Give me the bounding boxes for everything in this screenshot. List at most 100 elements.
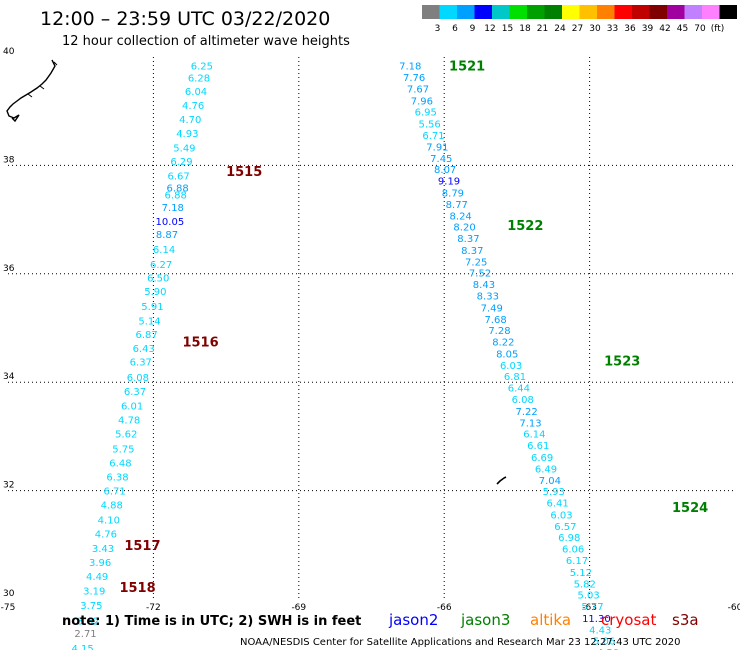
scale-label: 42	[659, 24, 670, 34]
wave-height-label: 6.50	[147, 274, 169, 285]
scale-swatch	[562, 5, 580, 19]
wave-height-label: 6.01	[121, 402, 143, 413]
y-tick-label: 36	[3, 264, 15, 274]
scale-label: 15	[502, 24, 513, 34]
scale-label: 33	[607, 24, 618, 34]
footer-credit: NOAA/NESDIS Center for Satellite Applica…	[240, 637, 681, 648]
wave-height-label: 6.08	[512, 395, 534, 406]
wave-height-label: 8.33	[477, 291, 499, 302]
x-tick-label: -72	[146, 603, 161, 613]
wave-height-label: 4.49	[86, 572, 108, 583]
scale-swatch	[667, 5, 685, 19]
wave-height-label: 6.88	[165, 191, 187, 202]
wave-height-label: 4.88	[101, 501, 123, 512]
coastline-shape	[27, 61, 58, 98]
x-tick-label: -75	[1, 603, 16, 613]
x-tick-label: -66	[437, 603, 452, 613]
wave-height-label: 6.14	[523, 430, 545, 441]
y-tick-label: 38	[3, 155, 15, 165]
wave-height-label: 3.43	[92, 544, 114, 555]
wave-height-label: 6.17	[566, 556, 588, 567]
scale-label: 6	[452, 24, 458, 34]
scale-label: 70	[694, 24, 706, 34]
wave-height-label: 6.44	[508, 384, 530, 395]
wave-height-label: 8.77	[446, 200, 468, 211]
wave-height-label: 5.93	[543, 487, 565, 498]
satellite-legend-entry: jason2	[388, 611, 438, 629]
coastline-shape	[6, 59, 56, 123]
wave-height-label: 6.61	[527, 441, 549, 452]
wave-height-label: 6.25	[191, 62, 213, 73]
wave-height-label: 5.12	[570, 568, 592, 579]
wave-height-label: 6.57	[554, 522, 576, 533]
bermuda-island-shape	[496, 476, 507, 485]
wave-height-label: 8.37	[457, 234, 479, 245]
scale-label: 30	[589, 24, 601, 34]
scale-swatch	[492, 5, 510, 19]
scale-swatch	[527, 5, 545, 19]
wave-height-label: 3.75	[80, 601, 102, 612]
scale-swatch	[544, 5, 562, 19]
wave-height-label: 5.75	[112, 444, 134, 455]
wave-height-label: 4.76	[182, 101, 204, 112]
scale-swatch	[579, 5, 597, 19]
pass-number-label: 1523	[604, 355, 640, 370]
wave-height-label: 3.96	[89, 558, 111, 569]
wave-height-label: 8.87	[156, 230, 178, 241]
wave-height-label: 7.22	[515, 407, 537, 418]
wave-height-label: 5.49	[173, 144, 195, 155]
wave-height-label: 7.67	[407, 84, 429, 95]
scale-label: 27	[572, 24, 583, 34]
wave-height-label: 4.10	[98, 515, 120, 526]
scale-swatch	[649, 5, 667, 19]
scale-swatch	[684, 5, 702, 19]
wave-height-label: 6.71	[103, 487, 125, 498]
wave-height-label: 5.14	[138, 316, 160, 327]
wave-height-label: 5.62	[115, 430, 137, 441]
wave-height-label: 6.38	[106, 473, 128, 484]
wave-height-label: 7.52	[469, 269, 491, 280]
wave-height-color-scale: 3 6 9 12 15 18 21 24 27 30 33 36 39 42 45 70 (ft)	[422, 5, 737, 34]
pass-number-label: 1517	[124, 539, 160, 554]
x-tick-label: -63	[582, 603, 597, 613]
wave-height-label: 7.96	[411, 96, 433, 107]
scale-swatch	[509, 5, 527, 19]
wave-height-label: 7.25	[465, 257, 487, 268]
wave-height-label: 7.76	[403, 73, 425, 84]
wave-height-label: 7.49	[481, 303, 503, 314]
wave-height-label: 6.27	[150, 260, 172, 271]
wave-height-label: 4.70	[179, 115, 201, 126]
wave-height-label: 6.43	[133, 344, 155, 355]
wave-height-label: 7.68	[484, 315, 506, 326]
wave-height-label: 7.04	[539, 476, 561, 487]
wave-height-label: 6.08	[127, 373, 149, 384]
satellite-legend-entry: altika	[530, 611, 571, 629]
axis-tick-labels: -75 -72 -69 -66 -63 -60 30 32 34 36 38 40	[1, 47, 740, 613]
wave-height-label: 6.03	[500, 361, 522, 372]
wave-height-label: 8.43	[473, 280, 495, 291]
scale-label: 39	[642, 24, 654, 34]
scale-label: 45	[677, 24, 688, 34]
scale-swatch	[439, 5, 457, 19]
scale-label: 9	[470, 24, 476, 34]
wave-height-label: 6.14	[153, 245, 175, 256]
wave-height-label: 7.13	[519, 418, 541, 429]
wave-height-label: 6.48	[109, 458, 131, 469]
wave-height-label: 6.81	[504, 372, 526, 383]
wave-height-label: 6.37	[124, 387, 146, 398]
y-tick-label: 40	[3, 47, 15, 57]
scale-swatch	[474, 5, 492, 19]
wave-height-label: 7.28	[488, 326, 510, 337]
wave-height-label: 6.29	[170, 157, 192, 168]
footer-note: note: 1) Time is in UTC; 2) SWH is in fe…	[62, 614, 361, 629]
wave-height-label: 5.77	[581, 602, 603, 613]
wave-height-label: 6.95	[415, 108, 437, 119]
wave-height-label: 10.05	[156, 217, 185, 228]
wave-height-label: 4.78	[118, 416, 140, 427]
wave-height-label: 6.49	[535, 464, 557, 475]
scale-label: 3	[435, 24, 441, 34]
wave-height-label: 4.15	[72, 644, 94, 650]
satellite-legend: jason2 jason3 altika cryosat s3a	[388, 611, 699, 629]
wave-height-label: 4.93	[176, 129, 198, 140]
